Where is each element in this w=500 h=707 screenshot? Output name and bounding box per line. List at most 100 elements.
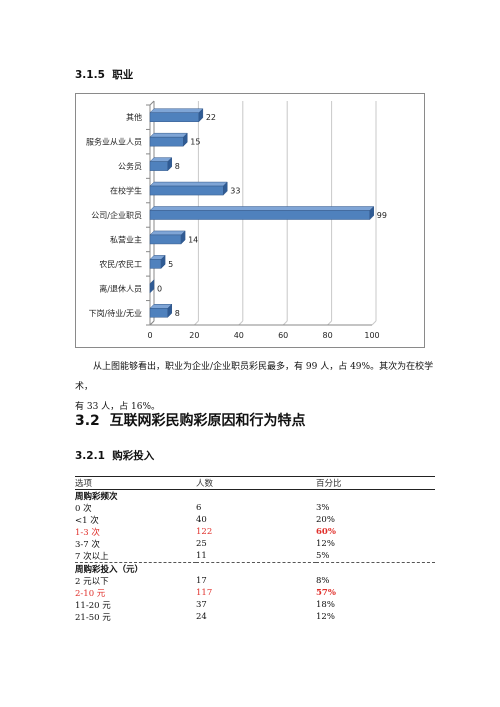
table-row: 11-20 元 37 18% [75,599,435,611]
percent-cell: 5% [316,551,330,561]
lottery-spending-table: 选项 人数 百分比 周购彩频次 0 次 6 3% <1 次 40 20% 1-3 次 122 60… [75,476,435,623]
x-tick-label: 0 [147,331,152,340]
count-cell: 24 [196,612,207,622]
category-label: 离/退休人员 [99,283,142,293]
data-label: 14 [188,235,198,244]
percent-cell: 3% [316,503,330,513]
category-label: 其他 [126,112,142,122]
option-cell: 3-7 次 [75,540,100,550]
header-option: 选项 [75,476,196,490]
count-cell: 11 [196,551,207,561]
x-tick-label: 100 [364,331,379,340]
percent-cell: 60% [316,527,336,537]
bar-end [167,157,173,172]
bar-top [149,108,204,113]
table-section-row: 周购彩频次 [75,490,435,502]
bar-top [149,206,375,211]
option-cell: <1 次 [75,516,99,526]
data-label: 33 [230,187,240,196]
bar [149,112,200,122]
percent-cell: 8% [316,576,330,586]
table-row: 7 次以上 11 5% [75,550,435,563]
option-cell: 7 次以上 [75,552,109,562]
section-number: 3.2.1 [75,450,105,462]
y-axis-depth-top [149,100,155,106]
table-row: 2-10 元 117 57% [75,587,435,599]
bar-end [149,279,155,294]
count-cell: 117 [196,588,213,598]
option-cell: 11-20 元 [75,601,111,611]
option-cell: 0 次 [75,504,92,514]
section-title: 互联网彩民购彩原因和行为特点 [109,413,306,429]
x-tick-label: 20 [189,331,199,340]
bar-top [149,181,228,187]
bar-end [180,230,186,245]
bar [149,185,224,196]
bar [149,308,169,318]
data-label: 5 [168,260,173,269]
bar-end [198,108,204,123]
data-label: 8 [175,162,180,171]
option-cell: 21-50 元 [75,613,111,623]
category-label: 在校学生 [110,186,142,196]
percent-cell: 12% [316,539,335,549]
count-cell: 6 [196,503,202,513]
section-3-1-5-heading: 3.1.5 职业 [75,67,133,82]
percent-cell: 12% [316,612,335,622]
count-cell: 37 [196,600,207,610]
x-axis-depth [149,320,155,326]
paragraph-line-1: 从上图能够看出，职业为企业/企业职员彩民最多，有 99 人，占 49%。其次为在… [75,362,434,392]
count-cell: 17 [196,576,207,586]
bar-end [183,132,188,147]
table-section-row: 周购彩投入（元） [75,562,435,575]
category-label: 农民/农民工 [99,259,142,269]
percent-cell: 18% [316,600,335,610]
section-3-2-heading: 3.2 互联网彩民购彩原因和行为特点 [75,410,306,430]
category-label: 公务员 [118,161,142,171]
gridline-floor [327,320,332,326]
header-percent: 百分比 [316,476,435,490]
bar [149,161,169,171]
table-row: 21-50 元 24 12% [75,611,435,623]
bar-top [149,230,186,236]
option-cell: 2 元以下 [75,577,109,587]
category-label: 公司/企业职员 [91,210,142,220]
table-row: 3-7 次 25 12% [75,538,435,550]
bar-end [167,303,173,318]
percent-cell: 20% [316,515,335,525]
percent-cell: 57% [316,588,336,598]
data-label: 15 [190,138,200,147]
table-row: 0 次 6 3% [75,502,435,514]
bar [149,259,162,269]
bar-end [223,181,228,196]
data-label: 0 [157,284,162,293]
data-label: 99 [377,211,387,220]
x-tick-label: 80 [323,331,333,340]
category-label: 服务业从业人员 [86,137,142,147]
paragraph-line-2: 有 33 人，占 16%。 [75,402,161,412]
section-title: 购彩投入 [112,450,155,462]
gridline-floor [371,320,377,326]
bar [149,234,182,245]
section-3-2-1-heading: 3.2.1 购彩投入 [75,448,154,463]
gridline-floor [238,320,244,326]
data-label: 22 [206,113,216,122]
count-cell: 25 [196,539,207,549]
bar-top [149,132,188,138]
section-title-cell: 周购彩频次 [75,492,118,502]
category-label: 下岗/待业/无业 [89,308,142,318]
section-title-cell: 周购彩投入（元） [75,562,435,575]
bar [149,136,184,147]
gridline-floor [282,320,288,326]
gridline-floor [194,320,199,326]
bar [149,210,371,220]
option-cell: 1-3 次 [75,528,100,538]
occupation-bar-chart: 0 20 40 60 80 100 其他 22 服务业从业人员 15 公务员 8 在校学生 33 公司/企业… [75,93,425,348]
data-label: 8 [175,309,180,318]
bar-end [160,254,166,269]
section-number: 3.2 [75,413,100,429]
header-count: 人数 [196,476,316,490]
table-row: 2 元以下 17 8% [75,575,435,587]
count-cell: 40 [196,515,207,525]
